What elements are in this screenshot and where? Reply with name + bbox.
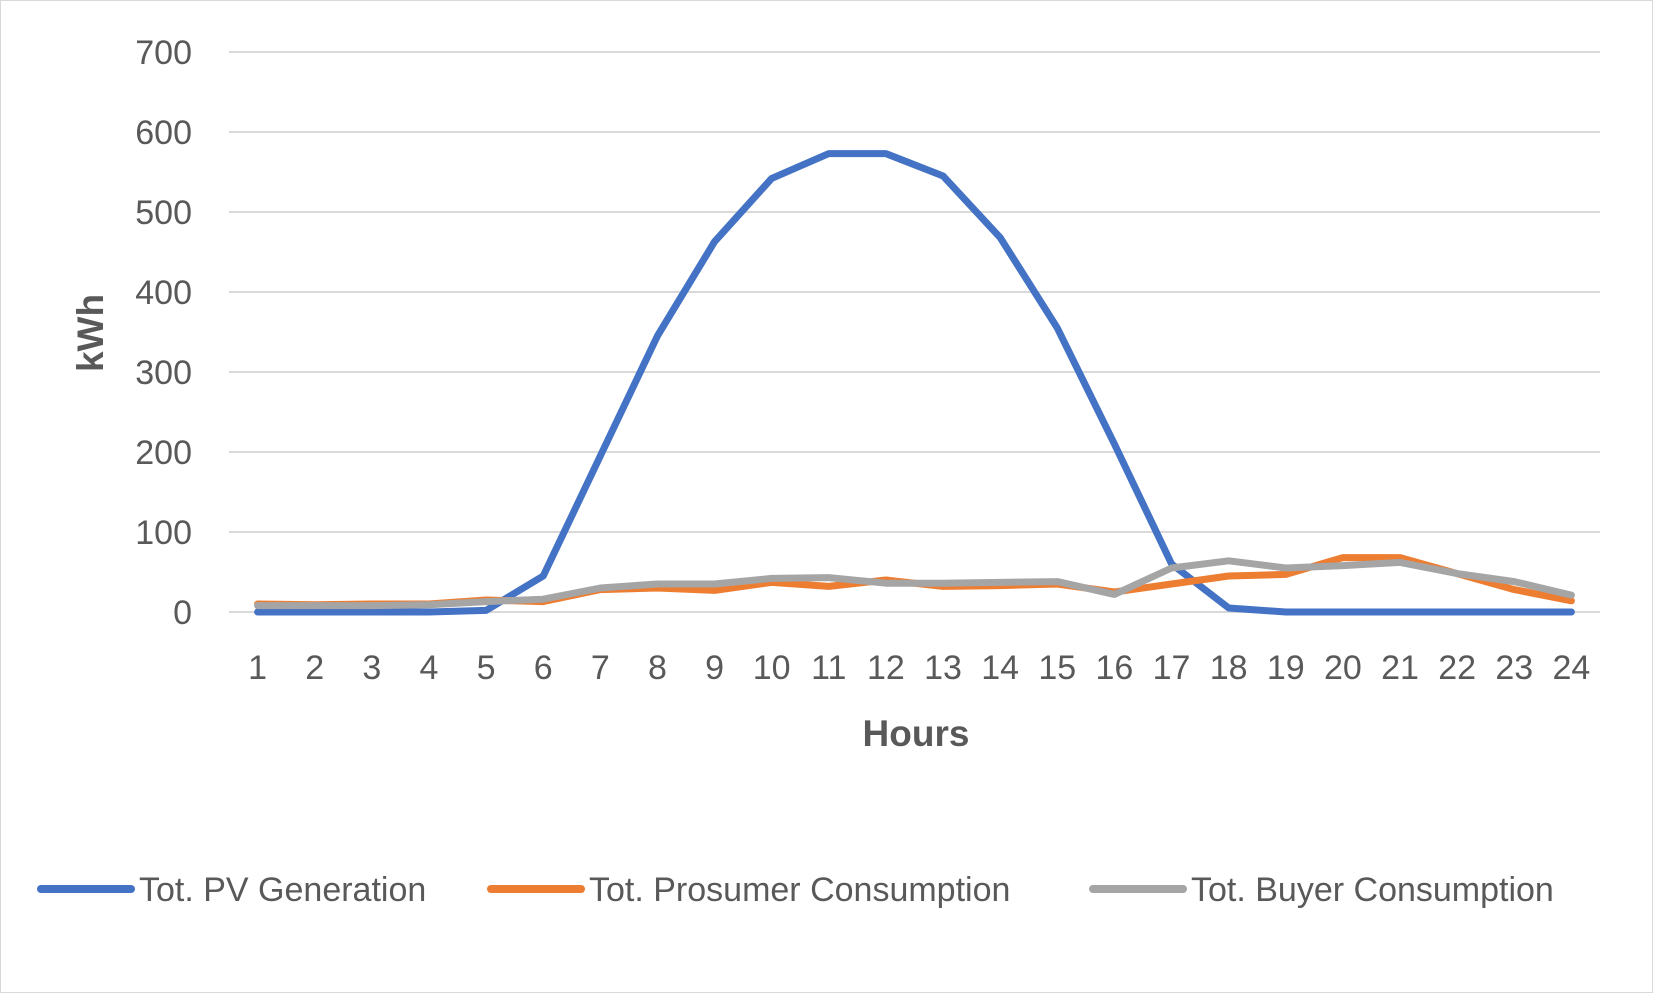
y-axis-ticks: 0 100 200 300 400 500 600 700 [135, 34, 192, 632]
x-tick-label: 3 [362, 649, 381, 687]
x-tick-label: 5 [477, 649, 496, 687]
x-tick-label: 6 [534, 649, 553, 687]
x-tick-label: 2 [305, 649, 324, 687]
x-tick-label: 4 [419, 649, 438, 687]
legend: Tot. PV Generation Tot. Prosumer Consumpt… [37, 871, 1554, 909]
y-tick-label: 0 [173, 594, 192, 632]
x-tick-label: 1 [248, 649, 267, 687]
x-tick-label: 12 [867, 649, 905, 687]
y-tick-label: 300 [135, 354, 192, 392]
y-axis-title: kWh [70, 294, 111, 372]
series-line-1 [254, 150, 1575, 616]
x-tick-label: 9 [705, 649, 724, 687]
legend-item-2: Tot. Prosumer Consumption [487, 871, 1010, 909]
x-tick-label: 11 [811, 649, 846, 687]
x-tick-label: 17 [1153, 649, 1191, 687]
x-tick-label: 14 [981, 649, 1019, 687]
x-tick-label: 15 [1038, 649, 1076, 687]
y-tick-label: 400 [135, 274, 192, 312]
series-line-3 [254, 557, 1575, 610]
x-axis-ticks: 1 2 3 4 5 6 7 8 9 10 11 12 13 14 15 16 17 18 19 20 21 22 23 24 [248, 649, 1590, 687]
x-tick-label: 18 [1210, 649, 1248, 687]
x-tick-label: 24 [1553, 649, 1591, 687]
x-tick-label: 13 [924, 649, 962, 687]
x-tick-label: 21 [1381, 649, 1419, 687]
x-tick-label: 7 [591, 649, 610, 687]
x-tick-label: 20 [1324, 649, 1362, 687]
legend-label: Tot. PV Generation [139, 871, 426, 909]
y-tick-label: 500 [135, 194, 192, 232]
x-tick-label: 19 [1267, 649, 1305, 687]
legend-label: Tot. Buyer Consumption [1191, 871, 1554, 909]
gridlines [229, 51, 1600, 613]
x-tick-label: 8 [648, 649, 667, 687]
x-tick-label: 16 [1096, 649, 1134, 687]
x-axis-title: Hours [863, 713, 970, 754]
y-tick-label: 100 [135, 514, 192, 552]
legend-item-3: Tot. Buyer Consumption [1089, 871, 1554, 909]
y-tick-label: 700 [135, 34, 192, 72]
y-tick-label: 200 [135, 434, 192, 472]
x-tick-label: 10 [753, 649, 791, 687]
y-tick-label: 600 [135, 114, 192, 152]
legend-item-1: Tot. PV Generation [37, 871, 426, 909]
x-tick-label: 23 [1495, 649, 1533, 687]
legend-label: Tot. Prosumer Consumption [589, 871, 1010, 909]
series-lines [254, 150, 1575, 616]
x-tick-label: 22 [1438, 649, 1476, 687]
